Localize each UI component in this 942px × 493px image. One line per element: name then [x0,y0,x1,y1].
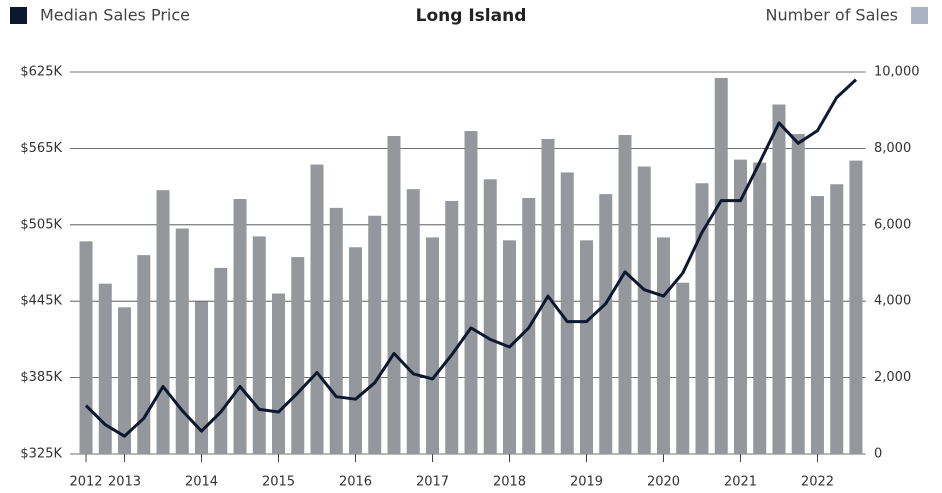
legend-swatch [911,7,928,24]
bar [579,240,593,454]
bar [79,241,93,454]
bar [368,215,382,454]
bar [426,237,440,454]
bar [387,135,401,455]
x-tick-label: 2016 [339,475,372,490]
y-tick-label: $325K [20,447,62,462]
bar [599,194,613,454]
x-tick-label: 2018 [493,475,526,490]
y2-tick-label: 4,000 [874,294,911,309]
bar [214,267,228,454]
bar [137,255,151,454]
bar [310,164,324,454]
bar [560,172,574,454]
legend-swatch [10,7,27,24]
bar [156,190,170,455]
x-tick-label: 2015 [262,475,295,490]
x-tick-label: 2021 [724,475,757,490]
bar [849,160,863,454]
y-tick-label: $625K [20,65,62,80]
bar [445,200,459,454]
bar [406,189,420,454]
bar [676,282,690,454]
bar [733,159,747,454]
bar [233,199,247,454]
y2-tick-label: 6,000 [874,217,911,232]
x-tick-label: 2020 [647,475,680,490]
y2-tick-label: 0 [874,447,882,462]
y-tick-label: $445K [20,294,62,309]
bar [252,236,266,454]
y-tick-label: $565K [20,141,62,156]
y2-tick-label: 10,000 [874,65,920,80]
bar [349,247,363,454]
x-tick-label: 2022 [801,475,834,490]
bar [714,77,728,455]
x-tick-label: 2014 [185,475,218,490]
bar [483,179,497,454]
x-tick-label: 2017 [416,475,449,490]
bar [772,104,786,454]
bar [618,134,632,454]
y2-tick-label: 8,000 [874,141,911,156]
x-tick-label: 2019 [570,475,603,490]
y2-tick-label: 2,000 [874,370,911,385]
legend-label: Number of Sales [766,6,898,25]
bar [175,228,189,454]
x-tick-label: 2012 [69,475,102,490]
x-tick-label: 2013 [108,475,141,490]
bar [98,283,112,454]
bar [464,131,478,455]
bar [329,207,343,454]
bar [810,196,824,454]
bar [695,183,709,454]
bar [118,307,132,454]
bar [291,257,305,454]
price-line [84,78,858,438]
bar [656,237,670,454]
y-tick-label: $385K [20,370,62,385]
chart-title: Long Island [416,6,527,26]
bar [637,166,651,454]
bar [272,293,286,454]
y-tick-label: $505K [20,217,62,232]
bar [753,162,767,454]
bar [791,134,805,454]
bar [195,301,209,454]
legend-label: Median Sales Price [40,6,190,25]
bar [830,184,844,454]
